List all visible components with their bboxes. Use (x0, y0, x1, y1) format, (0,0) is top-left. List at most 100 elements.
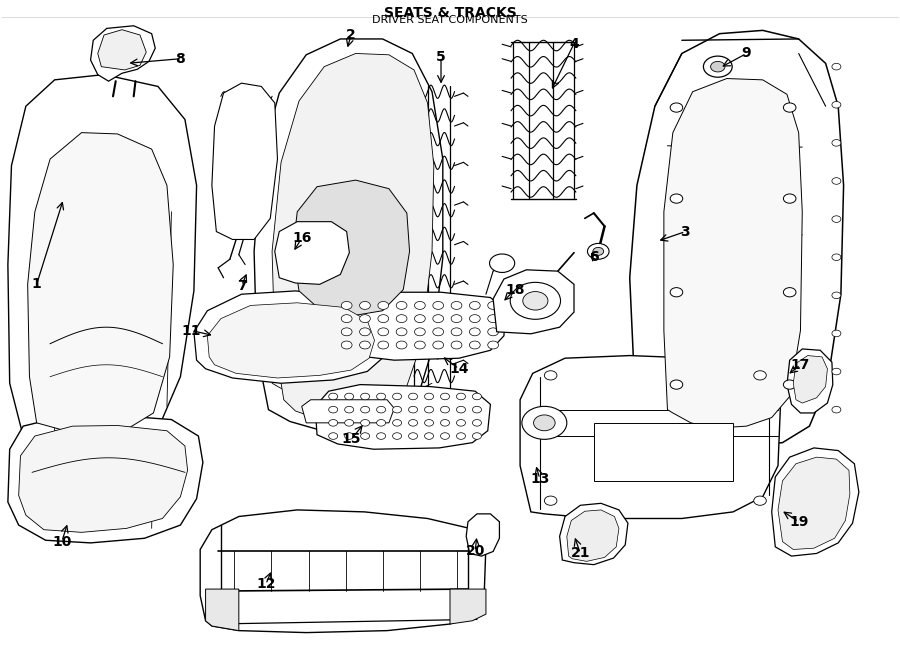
Circle shape (360, 301, 371, 309)
Circle shape (488, 315, 499, 323)
Circle shape (832, 407, 841, 413)
Polygon shape (98, 30, 147, 70)
Polygon shape (207, 303, 374, 378)
Circle shape (470, 301, 481, 309)
Circle shape (409, 407, 418, 413)
Circle shape (425, 420, 434, 426)
Circle shape (704, 56, 733, 77)
Text: 21: 21 (571, 547, 590, 561)
Circle shape (378, 341, 389, 349)
Circle shape (472, 420, 482, 426)
Circle shape (360, 315, 371, 323)
Circle shape (433, 301, 444, 309)
Polygon shape (8, 415, 202, 543)
Circle shape (832, 102, 841, 108)
Circle shape (832, 330, 841, 336)
Circle shape (832, 368, 841, 375)
Polygon shape (466, 514, 500, 556)
Polygon shape (630, 30, 843, 448)
Circle shape (472, 433, 482, 440)
Circle shape (711, 61, 725, 72)
Circle shape (488, 301, 499, 309)
Circle shape (670, 288, 683, 297)
Circle shape (488, 341, 499, 349)
Circle shape (783, 380, 796, 389)
Polygon shape (302, 400, 394, 423)
Polygon shape (787, 349, 833, 413)
Circle shape (534, 415, 555, 431)
Circle shape (415, 341, 426, 349)
Polygon shape (194, 291, 389, 383)
Circle shape (425, 433, 434, 440)
Text: 7: 7 (237, 279, 247, 293)
Polygon shape (315, 385, 491, 449)
Circle shape (345, 393, 354, 400)
Circle shape (670, 194, 683, 203)
Circle shape (510, 282, 561, 319)
Text: 18: 18 (505, 283, 525, 297)
Circle shape (456, 407, 465, 413)
Circle shape (345, 433, 354, 440)
Polygon shape (8, 75, 196, 446)
Circle shape (376, 393, 385, 400)
Polygon shape (771, 448, 859, 556)
Circle shape (832, 63, 841, 70)
Circle shape (670, 103, 683, 112)
Circle shape (544, 371, 557, 380)
Circle shape (392, 407, 401, 413)
Circle shape (378, 315, 389, 323)
Polygon shape (793, 356, 827, 403)
Circle shape (440, 433, 449, 440)
Circle shape (593, 247, 604, 255)
Circle shape (409, 420, 418, 426)
Circle shape (433, 315, 444, 323)
Text: 1: 1 (32, 278, 41, 292)
Circle shape (361, 433, 370, 440)
Circle shape (451, 315, 462, 323)
Circle shape (392, 433, 401, 440)
Polygon shape (28, 133, 173, 433)
Circle shape (341, 301, 352, 309)
Text: 6: 6 (589, 250, 598, 264)
Circle shape (440, 407, 449, 413)
Text: 13: 13 (530, 472, 550, 486)
Circle shape (392, 393, 401, 400)
Circle shape (783, 288, 796, 297)
Circle shape (670, 380, 683, 389)
Circle shape (470, 341, 481, 349)
Circle shape (832, 215, 841, 222)
Polygon shape (91, 26, 156, 81)
Circle shape (472, 393, 482, 400)
Circle shape (544, 496, 557, 505)
Text: 20: 20 (465, 545, 485, 559)
Circle shape (523, 292, 548, 310)
Polygon shape (19, 426, 187, 532)
Polygon shape (493, 270, 574, 334)
Circle shape (376, 420, 385, 426)
Circle shape (433, 341, 444, 349)
Circle shape (451, 301, 462, 309)
Circle shape (376, 433, 385, 440)
Text: 16: 16 (292, 231, 311, 245)
Circle shape (376, 407, 385, 413)
Circle shape (392, 420, 401, 426)
Circle shape (361, 393, 370, 400)
Circle shape (328, 393, 338, 400)
Polygon shape (560, 503, 628, 564)
Polygon shape (254, 39, 443, 433)
Circle shape (328, 420, 338, 426)
Polygon shape (274, 221, 349, 284)
Circle shape (451, 341, 462, 349)
Text: 17: 17 (791, 358, 810, 371)
Circle shape (472, 407, 482, 413)
Circle shape (361, 407, 370, 413)
Polygon shape (567, 510, 619, 561)
Circle shape (832, 254, 841, 260)
Circle shape (425, 407, 434, 413)
Text: 11: 11 (182, 323, 201, 338)
Circle shape (470, 328, 481, 336)
Polygon shape (205, 589, 239, 631)
Circle shape (753, 496, 766, 505)
Polygon shape (520, 356, 780, 518)
Text: 12: 12 (256, 578, 275, 592)
